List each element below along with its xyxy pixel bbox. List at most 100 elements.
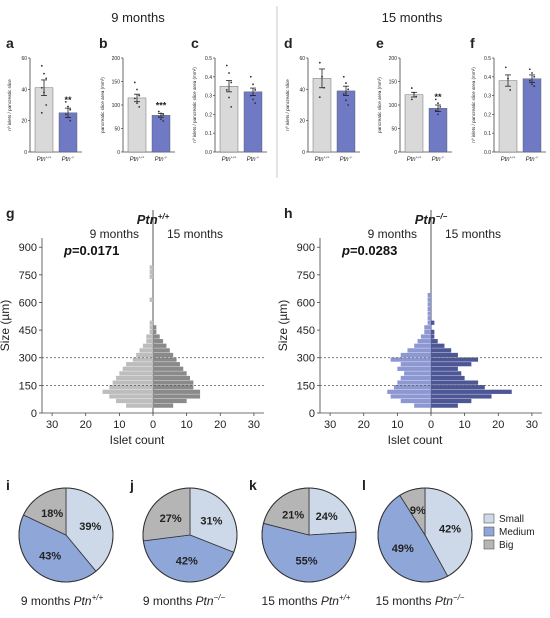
point-d-1: [345, 82, 347, 84]
y-tick-label-g: 450: [19, 325, 37, 337]
x-tick-label-h: 30: [526, 419, 538, 431]
y-axis-label-b: pancreatic slice area (mm²): [100, 77, 105, 133]
y-tick-label-d: 40: [299, 87, 305, 93]
y-tick-label-g: 300: [19, 353, 37, 365]
y-axis-label-d: nº islets / pancreatic slice: [285, 79, 290, 131]
x-tick-label-g: 10: [181, 419, 193, 431]
pie-label-i-small: 39%: [79, 521, 101, 533]
category-label-b-0: Ptn+/+: [130, 155, 145, 163]
point-b-0: [138, 105, 141, 108]
pie-label-j-medium: 42%: [176, 556, 198, 568]
point-c-0: [225, 89, 228, 91]
y-tick-label-b: 0: [117, 150, 120, 156]
panel-label-d: d: [284, 35, 293, 51]
histogram-bar-right-h: [431, 371, 462, 376]
histogram-bar-right-h: [431, 389, 512, 394]
y-tick-label-d: 20: [299, 119, 305, 125]
point-e-1: [439, 105, 442, 108]
panel-label-c: c: [191, 35, 199, 51]
histogram-bar-left-g: [146, 339, 153, 344]
histogram-bar-right-h: [431, 375, 465, 381]
x-tick-label-h: 20: [358, 419, 370, 431]
point-b-0: [136, 88, 138, 91]
category-label-d-1: Ptn-/-: [340, 155, 353, 163]
point-d-0: [323, 86, 326, 89]
y-tick-label-e: 50: [391, 127, 397, 133]
y-tick-label-e: 100: [389, 103, 398, 109]
left-series-label-g: 9 months: [90, 227, 139, 241]
bar-c-0: [219, 85, 239, 153]
point-e-1: [437, 113, 439, 116]
y-axis-label-h: Size (µm): [276, 300, 290, 352]
x-tick-label-g: 20: [80, 419, 92, 431]
y-tick-label-f: 0.1: [484, 131, 491, 137]
y-tick-label-h: 900: [297, 242, 315, 254]
histogram-bar-right-g: [153, 339, 164, 344]
y-tick-label-c: 0.2: [205, 112, 212, 118]
point-d-1: [345, 99, 347, 102]
point-e-0: [415, 95, 418, 98]
histogram-bar-left-g: [126, 403, 153, 408]
y-tick-label-d: 0: [302, 150, 305, 156]
histogram-bar-left-h: [417, 339, 431, 344]
point-a-0: [45, 77, 48, 80]
x-tick-label-h: 10: [459, 419, 471, 431]
panel-label-j: j: [129, 477, 134, 493]
histogram-bar-left-h: [397, 366, 431, 371]
histogram-bar-right-h: [431, 362, 472, 367]
point-e-0: [410, 87, 413, 89]
y-tick-label-d: 60: [299, 56, 305, 62]
point-e-1: [434, 98, 437, 101]
y-axis-label-e: pancreatic slice area (mm²): [377, 77, 382, 133]
pie-label-i-medium: 43%: [39, 550, 61, 562]
pie-caption-j: 9 months Ptn−/−: [143, 593, 226, 608]
point-c-0: [225, 64, 228, 67]
pie-caption-l: 15 months Ptn−/−: [376, 593, 465, 608]
significance-e: **: [434, 92, 442, 102]
category-label-a-1: Ptn-/-: [62, 155, 75, 163]
panel-label-g: g: [6, 205, 15, 221]
histogram-bar-right-h: [431, 403, 458, 408]
panel-label-l: l: [362, 477, 366, 493]
histogram-bar-right-g: [153, 380, 194, 385]
category-label-e-1: Ptn-/-: [432, 155, 445, 163]
bar-f-0: [498, 80, 518, 153]
histogram-bar-left-h: [420, 334, 431, 339]
panel-label-i: i: [6, 477, 10, 493]
y-tick-label-c: 0.4: [205, 75, 212, 81]
header-9-months: 9 months: [111, 10, 165, 25]
histogram-bar-left-g: [146, 334, 153, 339]
legend-label-big: Big: [499, 540, 513, 551]
x-axis-label-h: Islet count: [388, 433, 443, 447]
histogram-bar-left-g: [116, 398, 153, 404]
point-d-0: [318, 96, 321, 99]
category-label-f-1: Ptn-/-: [526, 155, 539, 163]
histogram-bar-left-g: [149, 320, 153, 325]
panel-label-h: h: [284, 205, 293, 221]
histogram-bar-right-h: [431, 380, 479, 385]
y-axis-label-f: nº islets / pancreatic slice area (mm²): [471, 67, 476, 143]
point-d-1: [342, 75, 345, 78]
x-axis-label-g: Islet count: [110, 433, 165, 447]
point-c-1: [252, 83, 254, 86]
point-a-1: [69, 108, 72, 111]
bar-c-1: [243, 91, 263, 153]
histogram-bar-left-h: [394, 385, 431, 390]
point-f-1: [533, 85, 536, 88]
histogram-bar-right-h: [431, 398, 472, 404]
pie-label-k-big: 21%: [282, 510, 304, 522]
histogram-bar-right-h: [431, 339, 438, 344]
y-tick-label-b: 50: [114, 127, 120, 133]
histogram-bar-right-g: [153, 403, 174, 408]
point-a-0: [45, 104, 48, 106]
point-e-1: [437, 102, 439, 105]
point-c-0: [230, 81, 233, 84]
histogram-bar-left-h: [427, 311, 431, 316]
x-tick-label-g: 10: [113, 419, 125, 431]
histogram-title-h: Ptn−/−: [415, 212, 448, 227]
histogram-bar-left-g: [149, 325, 153, 330]
histogram-bar-left-g: [119, 371, 153, 376]
y-tick-label-g: 750: [19, 270, 37, 282]
